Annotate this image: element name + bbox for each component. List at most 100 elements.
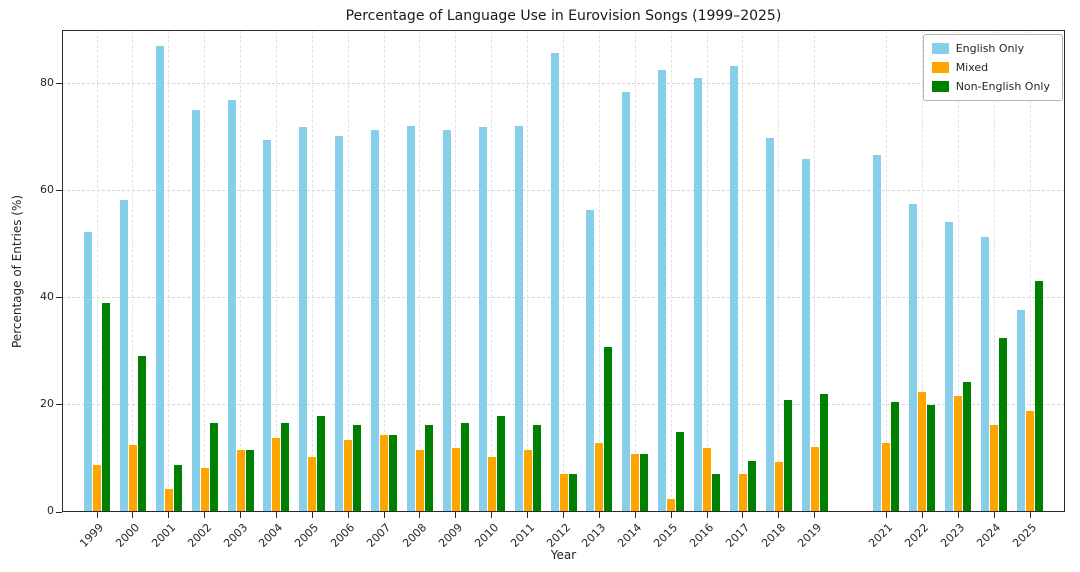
legend-label: Mixed: [955, 61, 989, 74]
bar-english-only: [335, 135, 344, 512]
bar-mixed: [415, 449, 424, 512]
y-tick-mark: [56, 511, 62, 513]
x-tick-label: 2001: [148, 521, 178, 550]
x-gridline: [634, 30, 636, 512]
bar-english-only: [478, 127, 487, 512]
bar-mixed: [595, 443, 604, 512]
x-tick-mark: [598, 512, 600, 518]
bar-english-only: [191, 110, 200, 512]
bar-mixed: [200, 467, 209, 512]
x-gridline: [419, 30, 421, 512]
bar-english-only: [1017, 309, 1025, 512]
x-gridline: [993, 30, 995, 512]
x-gridline: [563, 30, 564, 512]
bar-english-only: [909, 204, 918, 512]
x-tick-mark: [240, 512, 242, 518]
bar-mixed: [738, 473, 747, 512]
x-gridline: [742, 30, 744, 512]
x-gridline: [527, 30, 529, 512]
x-tick-mark: [311, 512, 313, 518]
x-gridline: [885, 30, 887, 512]
bar-mixed: [631, 454, 640, 512]
bar-mixed: [308, 456, 317, 512]
bar-non-english-only: [424, 424, 433, 512]
x-tick-label: 2014: [615, 521, 645, 550]
bar-non-english-only: [209, 422, 218, 512]
bar-non-english-only: [317, 416, 326, 512]
x-gridline: [275, 30, 277, 512]
bar-mixed: [1026, 410, 1034, 512]
bar-mixed: [451, 448, 460, 512]
bar-non-english-only: [891, 402, 900, 512]
x-tick-label: 2009: [436, 521, 466, 550]
bar-non-english-only: [281, 422, 290, 512]
bar-english-only: [981, 236, 990, 512]
bar-mixed: [990, 425, 999, 512]
bar-english-only: [227, 100, 236, 512]
x-tick-mark: [742, 512, 744, 518]
x-tick-mark: [204, 512, 206, 518]
x-tick-mark: [957, 512, 959, 518]
bar-english-only: [406, 125, 415, 512]
y-tick-mark: [56, 297, 62, 299]
x-gridline: [347, 30, 349, 512]
x-tick-mark: [275, 512, 277, 518]
bar-english-only: [299, 127, 308, 512]
bar-non-english-only: [102, 302, 110, 512]
bar-english-only: [263, 140, 272, 512]
x-gridline: [96, 30, 98, 512]
x-axis-label: Year: [550, 548, 577, 562]
bar-english-only: [694, 78, 703, 512]
bar-english-only: [442, 129, 451, 512]
x-gridline: [921, 30, 923, 512]
x-tick-mark: [563, 512, 564, 518]
x-tick-label: 2016: [687, 521, 717, 550]
x-tick-label: 2013: [579, 521, 609, 550]
x-tick-mark: [419, 512, 421, 518]
y-tick-label: 0: [47, 504, 54, 517]
x-tick-mark: [885, 512, 887, 518]
non-english-only-legend-swatch: [931, 81, 949, 92]
bar-non-english-only: [173, 465, 182, 512]
bar-non-english-only: [640, 454, 649, 512]
bar-mixed: [774, 462, 783, 512]
x-tick-label: 2004: [256, 521, 286, 550]
bar-english-only: [658, 70, 667, 512]
x-tick-label: 2007: [364, 521, 394, 550]
bar-english-only: [119, 199, 128, 512]
y-tick-label: 40: [40, 289, 54, 303]
x-tick-mark: [706, 512, 708, 518]
x-tick-mark: [347, 512, 349, 518]
bar-non-english-only: [568, 473, 577, 512]
bar-mixed: [128, 445, 137, 512]
x-tick-label: 2008: [400, 521, 430, 550]
legend-label: Non-English Only: [955, 80, 1050, 93]
x-gridline: [491, 30, 493, 512]
y-tick-label: 80: [40, 75, 54, 89]
legend-item: Mixed: [931, 61, 1050, 74]
x-gridline: [957, 30, 959, 512]
x-tick-mark: [993, 512, 995, 518]
x-tick-label: 2023: [938, 521, 968, 550]
x-tick-mark: [527, 512, 529, 518]
bar-english-only: [586, 209, 595, 512]
x-tick-label: 2011: [507, 521, 537, 550]
x-tick-mark: [670, 512, 672, 518]
y-tick-mark: [56, 404, 62, 406]
x-gridline: [778, 30, 780, 512]
x-tick-label: 2019: [794, 521, 824, 550]
bar-non-english-only: [353, 425, 362, 512]
x-tick-mark: [1029, 512, 1031, 518]
bar-non-english-only: [963, 381, 972, 512]
x-tick-label: 2025: [1010, 521, 1040, 550]
bar-mixed: [164, 488, 173, 512]
chart-title: Percentage of Language Use in Eurovision…: [345, 8, 782, 24]
bar-english-only: [729, 65, 738, 512]
bar-non-english-only: [1035, 280, 1043, 512]
bar-mixed: [810, 446, 819, 512]
x-tick-label: 2003: [220, 521, 250, 550]
y-tick-mark: [56, 190, 62, 192]
bar-mixed: [93, 465, 101, 512]
bar-english-only: [84, 232, 92, 512]
